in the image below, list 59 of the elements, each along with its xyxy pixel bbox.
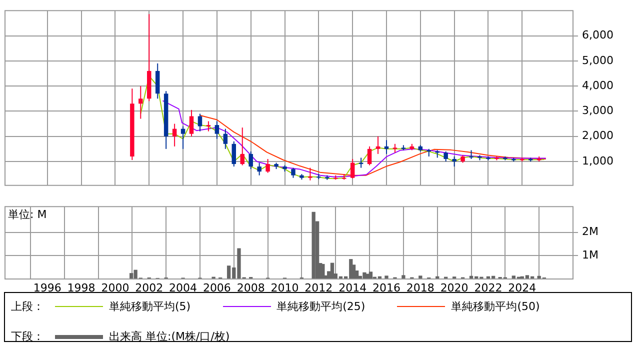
y-tick-label: 4,000 [582,78,614,92]
y-tick-label: 5,000 [582,54,614,67]
x-tick-label: 2002 [135,281,164,294]
candlestick [350,158,355,179]
candlestick [469,150,474,160]
x-tick-label: 2000 [101,281,130,294]
candlestick [155,62,160,100]
bar [402,275,406,279]
x-tick-label: 2024 [508,281,536,294]
candlestick [240,127,244,166]
x-tick-label: 1996 [33,281,62,294]
y-tick-label: 3,000 [582,104,614,118]
candlestick [180,126,186,150]
bar [368,272,373,279]
x-tick-label: 2004 [169,281,198,294]
candlestick [384,140,389,154]
candlestick [214,120,220,140]
x-tick-label: 2020 [440,281,468,294]
x-tick-label: 1998 [67,281,96,294]
y-tick-label: 1M [582,248,598,262]
x-tick-label: 2010 [270,281,299,294]
legend-title: 上段： [11,299,45,314]
bar [330,262,334,279]
x-tick-label: 2012 [304,281,333,294]
candlestick [232,140,236,168]
y-tick-label: 2M [582,225,598,238]
x-tick-label: 2006 [202,281,231,294]
candlestick [266,158,270,174]
candlestick [376,136,380,154]
x-tick-label: 2022 [474,281,502,294]
candlestick [189,109,194,137]
bar [384,276,388,279]
bar [362,272,366,279]
candlestick [367,146,372,166]
candlestick [223,128,228,150]
candlestick [248,150,253,170]
candlestick [138,86,143,120]
candlestick [257,162,262,176]
legend-label: 単純移動平均(50) [451,299,540,314]
annotation: 単位: M [8,208,47,221]
bar [312,212,316,279]
legend-label: 単純移動平均(25) [276,299,366,314]
x-tick-label: 2008 [236,281,265,294]
y-tick-label: 2,000 [582,129,614,142]
y-tick-label: 1,000 [582,154,614,168]
x-tick-label: 2014 [338,281,367,294]
candlestick [291,167,296,178]
legend-label: 単純移動平均(5) [109,299,191,314]
candlestick [206,120,211,132]
y-tick-label: 6,000 [582,28,614,42]
candlestick [308,167,312,181]
candlestick [198,113,202,132]
x-tick-label: 2016 [372,281,400,294]
candlestick [172,123,177,147]
legend-label: 出来高 単位:(M株/口/枚) [109,329,230,344]
candlestick [452,156,456,168]
legend-title: 下段： [11,329,45,344]
x-tick-label: 2018 [406,281,434,294]
candlestick [444,150,448,162]
